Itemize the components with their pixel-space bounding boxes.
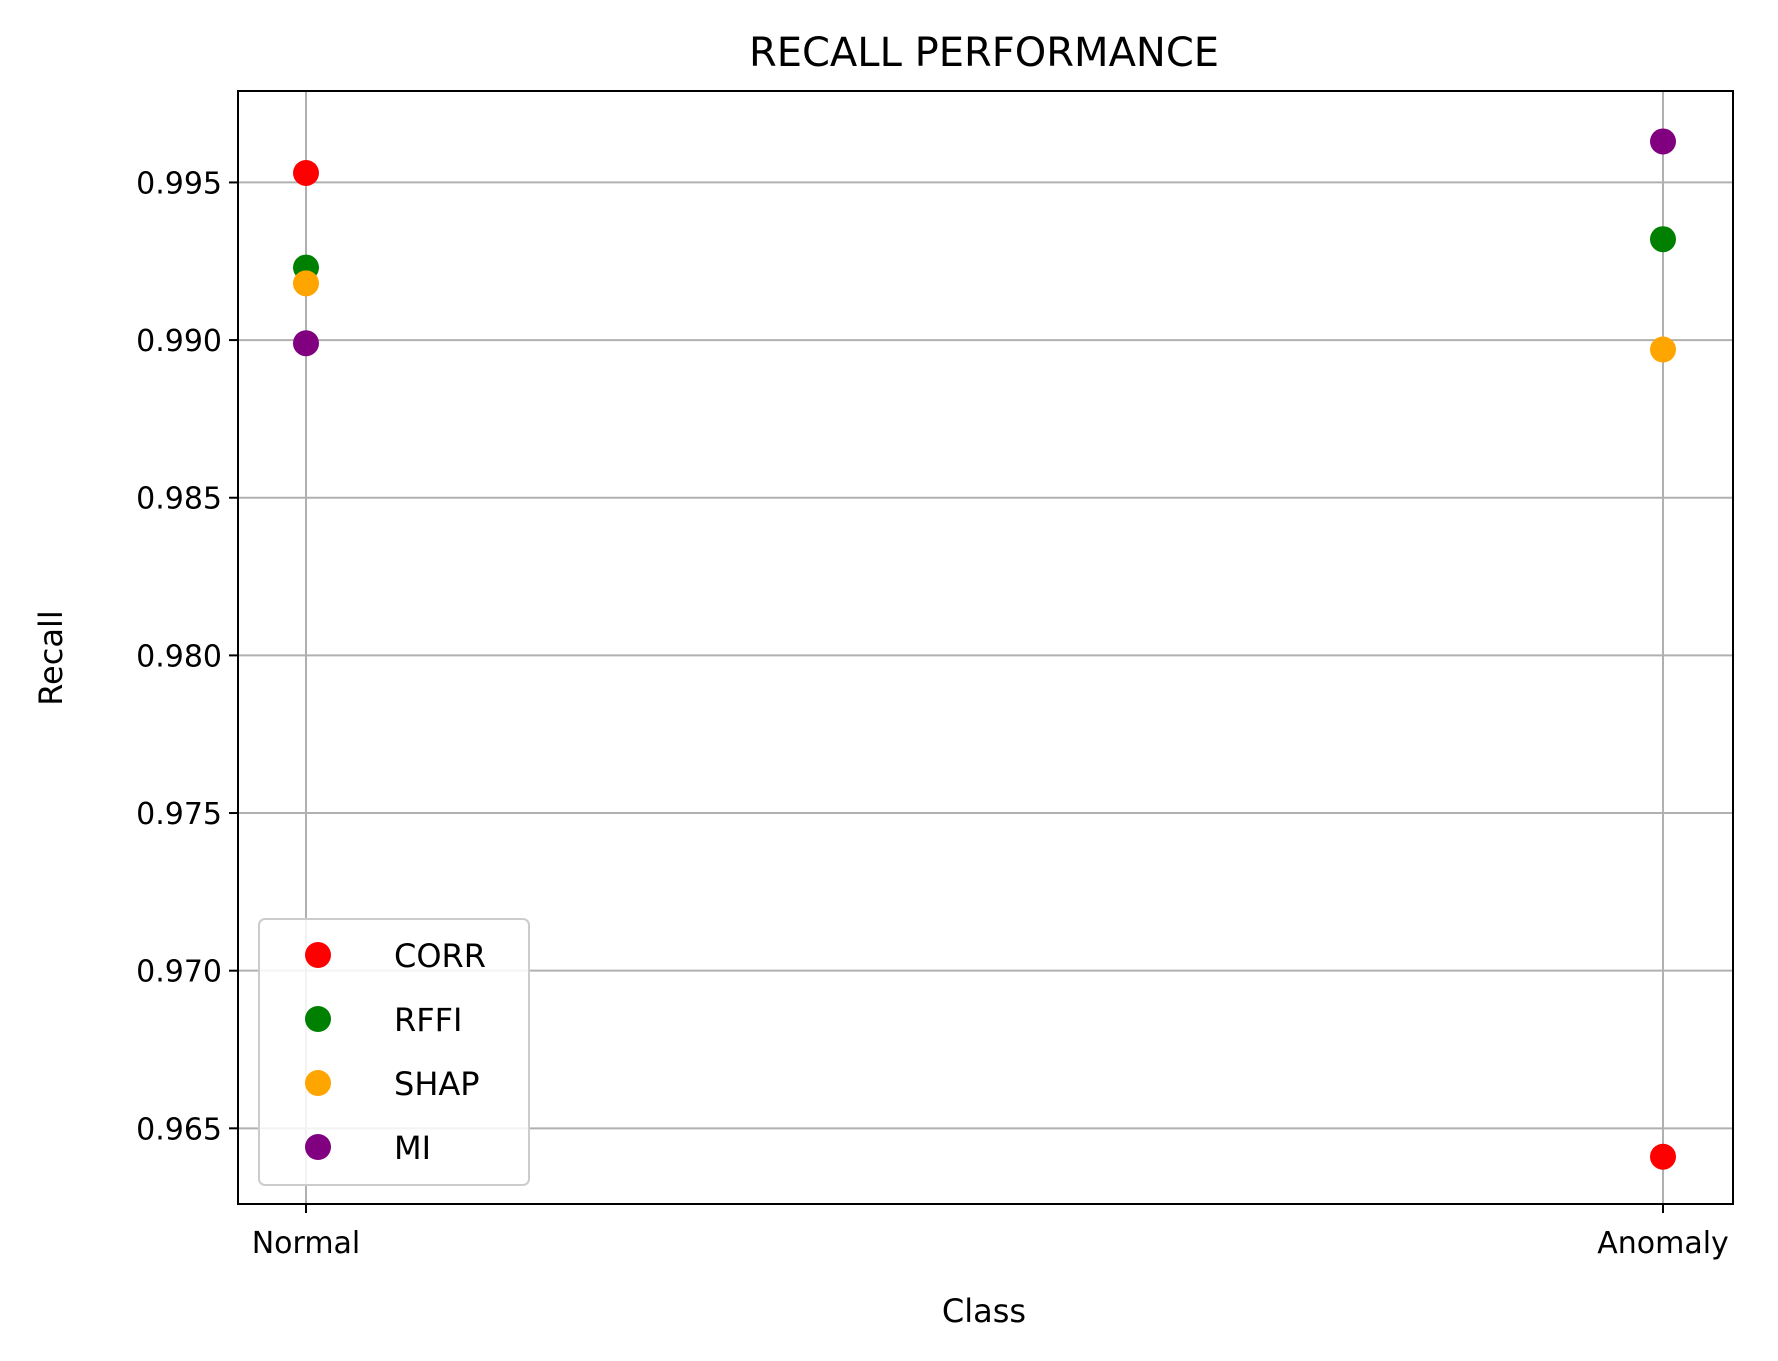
- chart-title: RECALL PERFORMANCE: [749, 30, 1219, 76]
- points-layer: [293, 128, 1676, 1170]
- y-tick-label: 0.985: [136, 482, 222, 517]
- legend-marker-shap: [305, 1070, 331, 1096]
- axes-layer: [229, 90, 1734, 1213]
- data-point-mi: [293, 330, 319, 357]
- legend-box: [258, 918, 530, 1186]
- y-axis-title: Recall: [32, 610, 70, 705]
- legend-marker-corr: [305, 942, 331, 968]
- y-tick-label: 0.995: [136, 166, 222, 201]
- legend-marker-rffi: [305, 1006, 331, 1032]
- legend-label-rffi: RFFI: [394, 1001, 462, 1039]
- y-tick-label: 0.975: [136, 797, 222, 832]
- y-tick-label: 0.980: [136, 639, 222, 674]
- data-point-corr: [293, 159, 319, 186]
- y-tick-label: 0.965: [136, 1112, 222, 1147]
- x-tick-label: Anomaly: [1597, 1226, 1729, 1261]
- labels-layer: 0.965 0.970 0.975 0.980 0.985 0.990 0.995 Norma…: [136, 166, 1729, 1261]
- data-point-mi: [1650, 128, 1676, 155]
- data-point-shap: [293, 270, 319, 297]
- y-tick-label: 0.970: [136, 955, 222, 990]
- legend-label-mi: MI: [394, 1129, 431, 1167]
- legend: CORR RFFI SHAP MI: [258, 918, 530, 1186]
- data-point-shap: [1650, 336, 1676, 363]
- plot-frame: [237, 90, 1734, 1205]
- legend-label-corr: CORR: [394, 937, 486, 975]
- legend-label-shap: SHAP: [394, 1065, 480, 1103]
- y-tick-label: 0.990: [136, 324, 222, 359]
- legend-marker-mi: [305, 1134, 331, 1160]
- x-axis-title: Class: [942, 1292, 1026, 1330]
- data-point-rffi: [1650, 226, 1676, 253]
- x-tick-label: Normal: [252, 1226, 361, 1261]
- data-point-corr: [1650, 1143, 1676, 1170]
